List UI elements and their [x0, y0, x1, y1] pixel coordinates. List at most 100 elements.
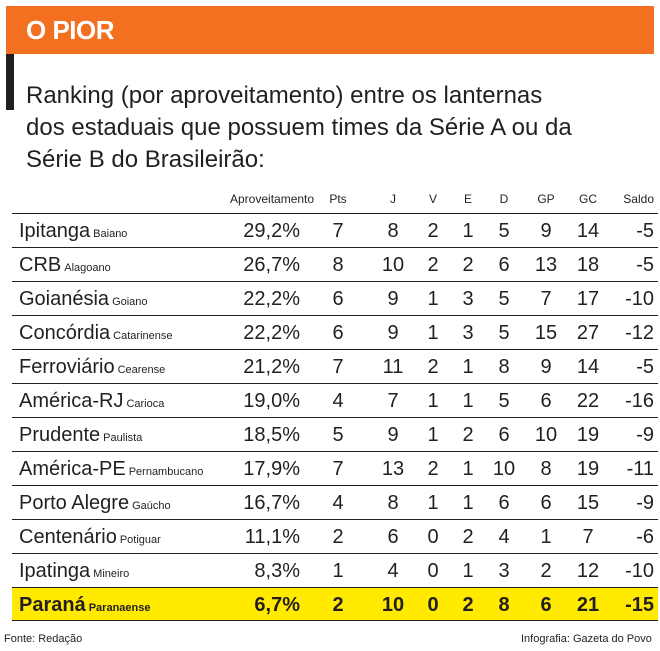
cell-team: Porto Alegre Gaúcho — [19, 491, 171, 518]
cell-j: 4 — [387, 560, 399, 582]
cell-d: 5 — [498, 220, 510, 242]
page-title: O PIOR — [26, 15, 115, 45]
cell-team: Ferroviário Cearense — [19, 355, 165, 382]
cell-pts: 4 — [332, 492, 344, 514]
cell-aproveitamento: 22,2% — [243, 288, 300, 310]
cell-pts: 6 — [332, 288, 344, 310]
cell-v: 1 — [427, 424, 439, 446]
cell-team: Paraná Paranaense — [19, 593, 150, 620]
cell-aproveitamento: 26,7% — [243, 254, 300, 276]
cell-v: 1 — [427, 288, 439, 310]
cell-pts: 6 — [332, 322, 344, 344]
cell-pts: 2 — [332, 526, 344, 548]
cell-v: 2 — [427, 458, 439, 480]
cell-saldo: -11 — [626, 458, 654, 480]
cell-e: 1 — [462, 492, 474, 514]
cell-gc: 22 — [576, 390, 600, 412]
cell-d: 10 — [492, 458, 516, 480]
team-name: Ipatinga — [19, 560, 91, 582]
team-name: América-RJ — [19, 390, 124, 412]
cell-e: 1 — [462, 458, 474, 480]
accent-bar — [6, 54, 14, 110]
table-row: Ipitanga Baiano 29,2% 7 8 2 1 5 9 14 -5 — [12, 213, 658, 247]
cell-e: 3 — [462, 322, 474, 344]
cell-d: 6 — [498, 424, 510, 446]
table-header: Aproveitamento Pts J V E D GP GC Saldo — [12, 188, 658, 213]
team-state: Gaúcho — [132, 500, 171, 512]
team-state: Alagoano — [64, 262, 111, 274]
cell-aproveitamento: 18,5% — [243, 424, 300, 446]
header-pts: Pts — [329, 192, 347, 206]
cell-saldo: -9 — [636, 424, 654, 446]
cell-j: 8 — [387, 492, 399, 514]
table-row: Paraná Paranaense 6,7% 2 10 0 2 8 6 21 -15 — [12, 587, 658, 621]
cell-aproveitamento: 19,0% — [243, 390, 300, 412]
table-row: Centenário Potiguar 11,1% 2 6 0 2 4 1 7 -6 — [12, 519, 658, 553]
cell-pts: 5 — [332, 424, 344, 446]
cell-d: 5 — [498, 390, 510, 412]
table-row: Goianésia Goiano 22,2% 6 9 1 3 5 7 17 -10 — [12, 281, 658, 315]
table-row: Ipatinga Mineiro 8,3% 1 4 0 1 3 2 12 -10 — [12, 553, 658, 587]
cell-gp: 6 — [540, 492, 552, 514]
cell-v: 1 — [427, 322, 439, 344]
cell-saldo: -15 — [625, 594, 654, 616]
cell-pts: 4 — [332, 390, 344, 412]
cell-gp: 8 — [540, 458, 552, 480]
team-state: Catarinense — [113, 330, 173, 342]
header-gc: GC — [579, 192, 597, 206]
cell-aproveitamento: 11,1% — [244, 526, 300, 548]
cell-e: 3 — [462, 288, 474, 310]
cell-team: Ipitanga Baiano — [19, 219, 127, 246]
cell-gc: 27 — [576, 322, 600, 344]
cell-pts: 7 — [332, 458, 344, 480]
table-row: Concórdia Catarinense 22,2% 6 9 1 3 5 15 27 -12 — [12, 315, 658, 349]
team-name: América-PE — [19, 458, 126, 480]
team-state: Goiano — [112, 296, 148, 308]
team-state: Pernambucano — [128, 466, 204, 478]
cell-team: CRB Alagoano — [19, 253, 111, 280]
cell-pts: 8 — [332, 254, 344, 276]
cell-gp: 13 — [534, 254, 558, 276]
cell-gc: 19 — [576, 458, 600, 480]
team-state: Potiguar — [119, 534, 161, 546]
cell-gc: 14 — [576, 220, 600, 242]
cell-v: 0 — [427, 594, 439, 616]
team-name: Goianésia — [19, 288, 110, 310]
cell-saldo: -6 — [636, 526, 654, 548]
header-saldo: Saldo — [623, 192, 654, 206]
cell-aproveitamento: 21,2% — [243, 356, 300, 378]
cell-e: 1 — [462, 220, 474, 242]
cell-gc: 12 — [576, 560, 600, 582]
cell-e: 2 — [462, 254, 474, 276]
table-row: Ferroviário Cearense 21,2% 7 11 2 1 8 9 14 -5 — [12, 349, 658, 383]
cell-e: 2 — [462, 424, 474, 446]
cell-j: 9 — [387, 322, 399, 344]
cell-j: 9 — [387, 424, 399, 446]
cell-gp: 1 — [540, 526, 552, 548]
cell-j: 10 — [381, 254, 405, 276]
cell-team: América-PE Pernambucano — [19, 457, 203, 484]
cell-aproveitamento: 16,7% — [243, 492, 300, 514]
cell-saldo: -10 — [625, 288, 654, 310]
credit-note: Infografia: Gazeta do Povo — [521, 633, 652, 645]
cell-gc: 17 — [576, 288, 600, 310]
cell-gp: 10 — [534, 424, 558, 446]
cell-saldo: -16 — [625, 390, 654, 412]
header-d: D — [499, 192, 509, 206]
cell-gp: 9 — [540, 356, 552, 378]
table-row: Porto Alegre Gaúcho 16,7% 4 8 1 1 6 6 15 -9 — [12, 485, 658, 519]
cell-team: Prudente Paulista — [19, 423, 142, 450]
cell-team: Concórdia Catarinense — [19, 321, 173, 348]
cell-gc: 14 — [576, 356, 600, 378]
cell-aproveitamento: 22,2% — [243, 322, 300, 344]
team-name: Concórdia — [19, 322, 111, 344]
cell-team: América-RJ Carioca — [19, 389, 164, 416]
cell-j: 7 — [387, 390, 399, 412]
cell-j: 6 — [387, 526, 399, 548]
cell-j: 10 — [381, 594, 405, 616]
cell-gp: 2 — [540, 560, 552, 582]
cell-team: Ipatinga Mineiro — [19, 559, 129, 586]
cell-gc: 19 — [576, 424, 600, 446]
cell-d: 3 — [498, 560, 510, 582]
cell-saldo: -9 — [636, 492, 654, 514]
